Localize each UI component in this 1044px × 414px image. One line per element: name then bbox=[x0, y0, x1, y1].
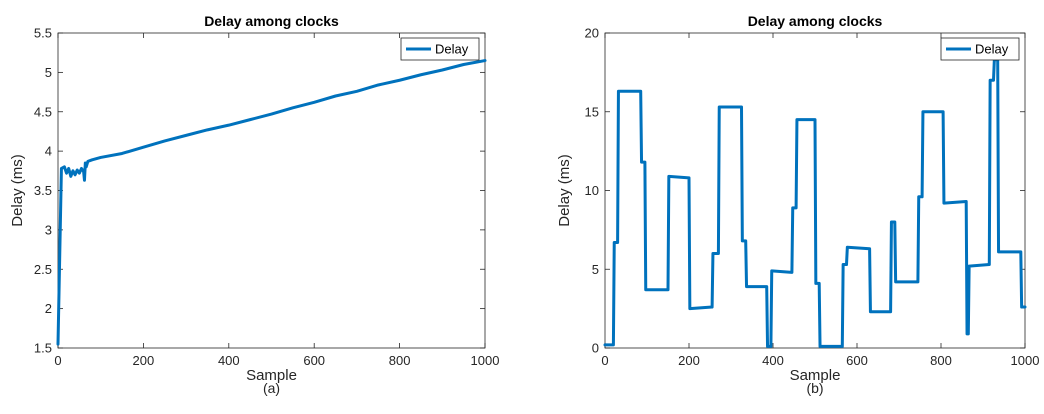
x-tick-label: 800 bbox=[930, 353, 952, 368]
x-tick-label: 200 bbox=[133, 353, 155, 368]
x-tick-label: 1000 bbox=[1011, 353, 1040, 368]
x-tick-label: 600 bbox=[846, 353, 868, 368]
x-tick-label: 600 bbox=[303, 353, 325, 368]
x-tick-label: 200 bbox=[678, 353, 700, 368]
x-tick-label: 400 bbox=[218, 353, 240, 368]
y-tick-label: 2 bbox=[45, 301, 52, 316]
legend-label: Delay bbox=[975, 42, 1009, 57]
y-tick-label: 20 bbox=[585, 26, 599, 41]
y-tick-label: 2.5 bbox=[34, 262, 52, 277]
panel-caption: (b) bbox=[806, 380, 823, 396]
x-axis-label: Sample bbox=[790, 367, 841, 384]
y-tick-label: 0 bbox=[592, 341, 599, 356]
y-tick-label: 5 bbox=[592, 262, 599, 277]
y-tick-label: 10 bbox=[585, 183, 599, 198]
x-tick-label: 0 bbox=[54, 353, 61, 368]
y-axis-label: Delay (ms) bbox=[556, 154, 573, 227]
y-tick-label: 4 bbox=[45, 144, 52, 159]
y-axis-label: Delay (ms) bbox=[9, 154, 26, 227]
y-tick-label: 4.5 bbox=[34, 104, 52, 119]
series-line-delay bbox=[56, 59, 487, 346]
chart-a: 0 200 400 600 800 1000 1.5 2 2.5 3 3.5 4 4.5 5 5.5 Dela… bbox=[9, 13, 499, 396]
y-tick-label: 5.5 bbox=[34, 26, 52, 41]
axes-box bbox=[57, 32, 486, 349]
x-tick-label: 400 bbox=[762, 353, 784, 368]
chart-title: Delay among clocks bbox=[748, 13, 883, 29]
series-line-delay bbox=[603, 58, 1027, 348]
y-tick-label: 3.5 bbox=[34, 183, 52, 198]
y-tick-label: 3 bbox=[45, 222, 52, 237]
x-axis-label: Sample bbox=[246, 367, 297, 384]
legend-label: Delay bbox=[435, 42, 469, 57]
x-tick-label: 0 bbox=[601, 353, 608, 368]
panel-caption: (a) bbox=[263, 380, 280, 396]
x-tick-label: 800 bbox=[389, 353, 411, 368]
legend-box bbox=[940, 37, 1020, 61]
chart-title: Delay among clocks bbox=[204, 13, 339, 29]
y-tick-label: 15 bbox=[585, 104, 599, 119]
y-tick-label: 5 bbox=[45, 65, 52, 80]
x-tick-label: 1000 bbox=[471, 353, 500, 368]
chart-b: 0 200 400 600 800 1000 0 5 10 15 20 Delay among clo… bbox=[556, 13, 1039, 396]
y-tick-label: 1.5 bbox=[34, 341, 52, 356]
legend-box bbox=[400, 37, 480, 61]
